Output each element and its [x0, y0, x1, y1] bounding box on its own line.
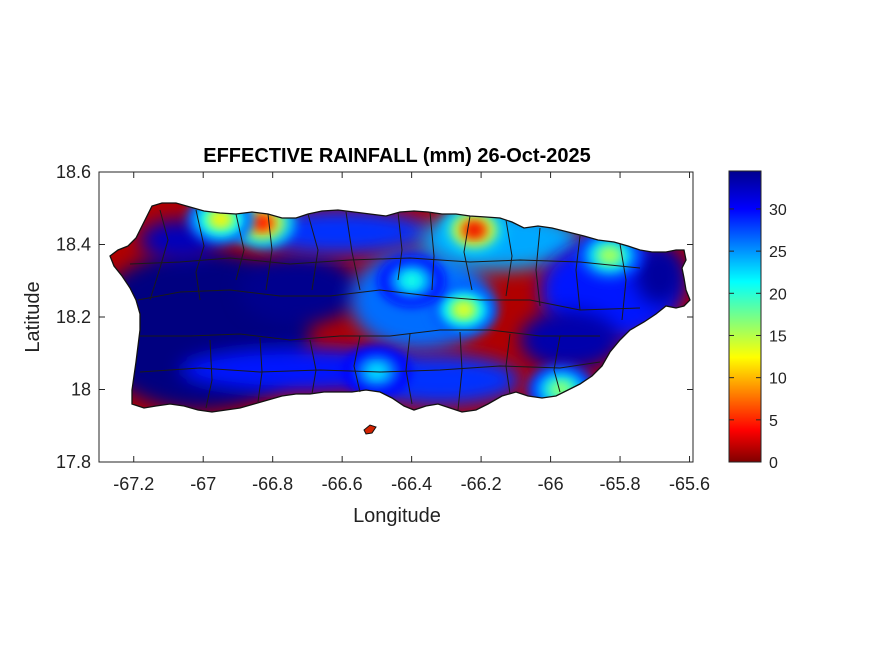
islet — [363, 424, 377, 435]
municipal-boundary — [397, 211, 403, 281]
y-axis-label: Latitude — [22, 281, 44, 352]
central-west-dry-zone — [240, 255, 360, 325]
municipal-boundary — [307, 213, 319, 291]
colorbar-tick-label: 10 — [769, 371, 787, 388]
colorbar-tick-label: 15 — [769, 328, 787, 345]
municipal-boundary — [553, 335, 561, 393]
y-tick-label: 17.8 — [56, 452, 91, 472]
x-tick-label: -66 — [538, 474, 564, 494]
x-tick-label: -65.6 — [669, 474, 710, 494]
x-tick-label: -66.4 — [391, 474, 432, 494]
municipal-boundary — [129, 257, 641, 269]
municipal-boundary — [505, 219, 513, 297]
municipal-boundary — [205, 339, 213, 409]
municipal-borders — [129, 209, 641, 411]
x-tick-label: -65.8 — [600, 474, 641, 494]
colorbar — [728, 170, 762, 463]
colorbar-tick-label: 5 — [769, 413, 778, 430]
colorbar-tick-label: 0 — [769, 455, 778, 472]
coastline — [109, 202, 691, 413]
municipal-boundary — [345, 211, 361, 291]
y-tick-label: 18.6 — [56, 162, 91, 182]
municipal-boundary — [139, 361, 601, 373]
south-east-dry-zone — [520, 310, 620, 370]
municipal-boundary — [405, 333, 413, 405]
colorbar-tick-label: 25 — [769, 244, 787, 261]
y-tick-label: 18.2 — [56, 307, 91, 327]
municipal-boundary — [265, 213, 273, 291]
municipal-boundary — [463, 215, 473, 291]
rainfall-hotspot — [377, 254, 446, 307]
municipal-boundary — [140, 329, 600, 341]
x-tick-label: -67.2 — [113, 474, 154, 494]
x-tick-label: -67 — [190, 474, 216, 494]
municipal-boundary — [619, 243, 627, 321]
chart-title: EFFECTIVE RAINFALL (mm) 26-Oct-2025 — [203, 145, 590, 167]
rainfall-hotspot — [343, 345, 411, 398]
x-tick-label: -66.2 — [461, 474, 502, 494]
municipal-boundary — [353, 335, 361, 393]
colorbar-tick-label: 30 — [769, 202, 787, 219]
municipal-boundary — [535, 227, 541, 307]
municipal-boundary — [235, 213, 245, 281]
municipal-boundary — [195, 209, 205, 301]
y-tick-label: 18.4 — [56, 235, 91, 255]
y-tick-label: 18 — [71, 380, 91, 400]
municipal-boundary — [137, 289, 641, 311]
x-axis-label: Longitude — [353, 505, 441, 527]
colorbar-tick-label: 20 — [769, 286, 787, 303]
municipal-boundary — [429, 211, 435, 291]
municipal-boundary — [575, 235, 581, 311]
x-tick-label: -66.8 — [252, 474, 293, 494]
rainfall-map — [110, 203, 690, 412]
rainfall-hotspot — [429, 283, 498, 336]
x-tick-label: -66.6 — [322, 474, 363, 494]
far-east-dry-zone — [635, 245, 685, 305]
municipal-boundary — [457, 331, 463, 411]
municipal-boundary — [149, 209, 169, 301]
